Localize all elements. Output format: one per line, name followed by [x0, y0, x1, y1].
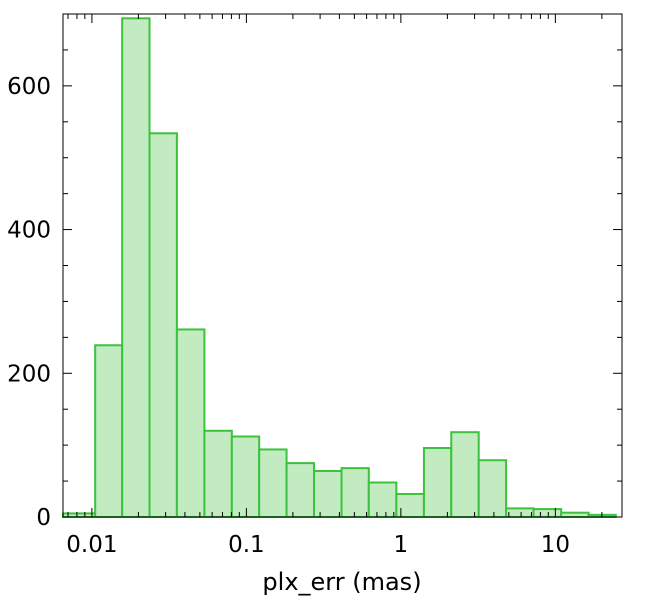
ticks-layer: 0 200 400 600 0.01 0.1 1 10 — [7, 13, 622, 558]
histogram-bar-11 — [367, 481, 398, 519]
plot-frame — [62, 13, 623, 518]
histogram-bar-9 — [313, 470, 343, 518]
histogram-bar-18 — [560, 511, 590, 519]
y-tick-label: 400 — [7, 218, 51, 244]
histogram-bar-5 — [203, 429, 233, 518]
histogram-bar-6 — [230, 435, 261, 518]
y-tick-label: 0 — [36, 505, 51, 531]
x-tick-label: 0.01 — [66, 532, 117, 558]
histogram-bar-1 — [94, 344, 124, 518]
histogram-bar-10 — [340, 467, 370, 519]
histogram-bar-16 — [505, 507, 535, 518]
histogram-bar-14 — [450, 431, 480, 518]
x-tick-label: 1 — [394, 532, 409, 558]
histogram-bar-4 — [175, 328, 206, 518]
x-axis-title: plx_err (mas) — [262, 568, 421, 596]
bars-layer — [62, 17, 617, 519]
histogram-bar-15 — [477, 459, 508, 518]
histogram-bar-8 — [285, 462, 316, 519]
x-tick-label: 0.1 — [228, 532, 265, 558]
histogram-bar-2 — [121, 17, 151, 518]
histogram-bar-3 — [148, 132, 178, 518]
x-tick-label: 10 — [541, 532, 570, 558]
y-tick-label: 200 — [7, 361, 51, 387]
y-tick-label: 600 — [7, 74, 51, 100]
histogram-bar-17 — [532, 508, 563, 518]
histogram-bar-13 — [422, 447, 453, 519]
histogram-bar-7 — [258, 448, 288, 518]
